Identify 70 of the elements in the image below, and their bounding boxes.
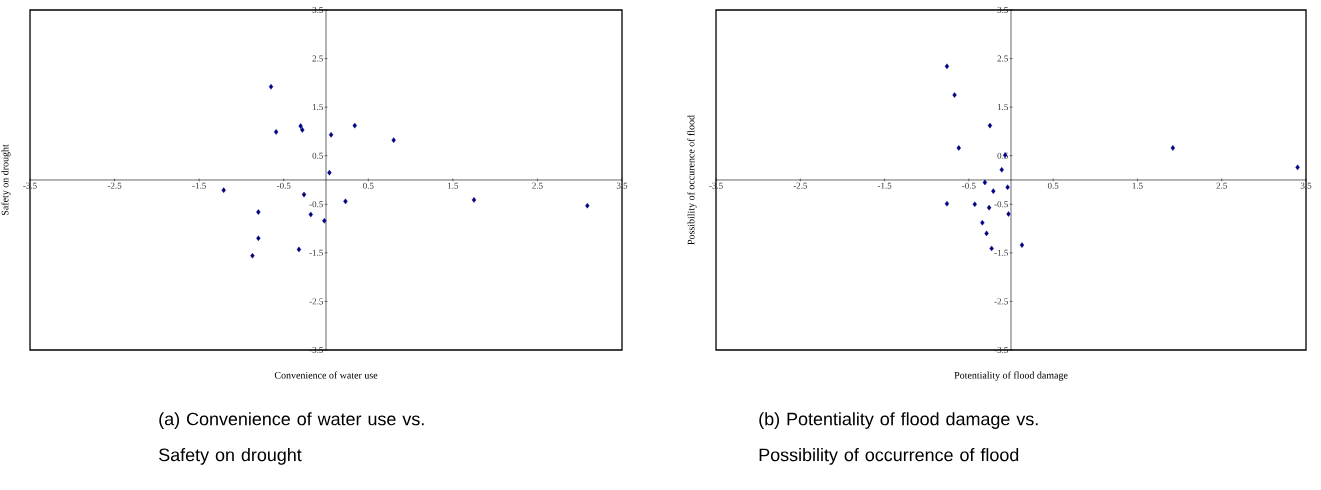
y-axis-title: Safety on drought [1, 144, 11, 216]
y-tick-label: -0.5 [309, 201, 323, 208]
text: (a) Convenience of water use vs. Safety on drought [159, 412, 424, 465]
y-tick-label: -2.5 [309, 298, 323, 305]
point [1295, 164, 1300, 171]
text: (b) Potentiality of flood damage vs. Possibility of occurrence of flood [759, 412, 1038, 465]
y-tick-label: 2.5 [997, 55, 1008, 62]
y-tick-label: -3.5 [994, 346, 1008, 354]
point [273, 129, 279, 135]
point [221, 187, 226, 193]
x-tick-label: -2.5 [107, 182, 122, 189]
point [298, 123, 303, 129]
point [1170, 145, 1175, 151]
x-tick-label: 2.5 [532, 182, 543, 189]
point [1005, 184, 1010, 191]
y-tick-label: -3.5 [309, 346, 323, 354]
x-tick-label: 0.5 [1047, 182, 1059, 189]
point [328, 132, 334, 138]
x-tick-label: -1.5 [877, 182, 892, 189]
y-tick-label: -2.5 [994, 298, 1008, 305]
point [972, 201, 977, 208]
x-tick-label: -0.5 [962, 182, 976, 189]
point [984, 230, 989, 237]
point [987, 122, 993, 129]
y-tick-label: 0.5 [312, 152, 323, 159]
point [956, 145, 961, 151]
point [256, 209, 261, 215]
point [268, 83, 274, 90]
point [327, 169, 332, 176]
point [986, 204, 992, 211]
y-tick-label: 1.5 [997, 104, 1008, 111]
point [982, 179, 988, 186]
point [989, 245, 994, 252]
point [952, 92, 957, 98]
point [256, 235, 261, 242]
point [585, 202, 590, 209]
y-tick-label: 2.5 [312, 55, 323, 62]
x-axis-title: Potentiality of flood damage [954, 371, 1068, 381]
point [991, 188, 996, 194]
point [352, 122, 357, 129]
y-tick-label: -1.5 [309, 249, 323, 256]
x-tick-label: -0.5 [276, 182, 291, 189]
y-tick-label: 3.5 [997, 6, 1008, 14]
point [322, 217, 327, 224]
point [944, 200, 950, 207]
x-tick-label: 1.5 [1132, 182, 1143, 189]
x-tick-label: 2.5 [1216, 182, 1227, 189]
x-tick-label: -1.5 [192, 182, 206, 189]
point [301, 191, 307, 198]
point [391, 137, 396, 143]
point [343, 198, 348, 205]
point [999, 166, 1004, 173]
point [471, 197, 477, 203]
y-tick-label: -1.5 [994, 249, 1008, 256]
point [296, 246, 302, 253]
x-tick-label: -2.5 [793, 182, 808, 189]
y-tick-label: 1.5 [312, 104, 323, 111]
x-tick-label: 0.5 [363, 182, 374, 189]
point [250, 252, 255, 259]
point [1006, 211, 1011, 217]
point [308, 211, 313, 218]
y-axis-title: Possibility of occurence of flood [687, 115, 697, 245]
y-tick-label: 3.5 [312, 6, 323, 14]
x-axis-title: Convenience of water use [274, 371, 378, 379]
point [1019, 242, 1025, 248]
x-tick-label: 1.5 [448, 182, 459, 189]
point [944, 63, 950, 70]
point [980, 219, 985, 226]
y-tick-label: -0.5 [994, 201, 1008, 208]
point [300, 127, 305, 133]
